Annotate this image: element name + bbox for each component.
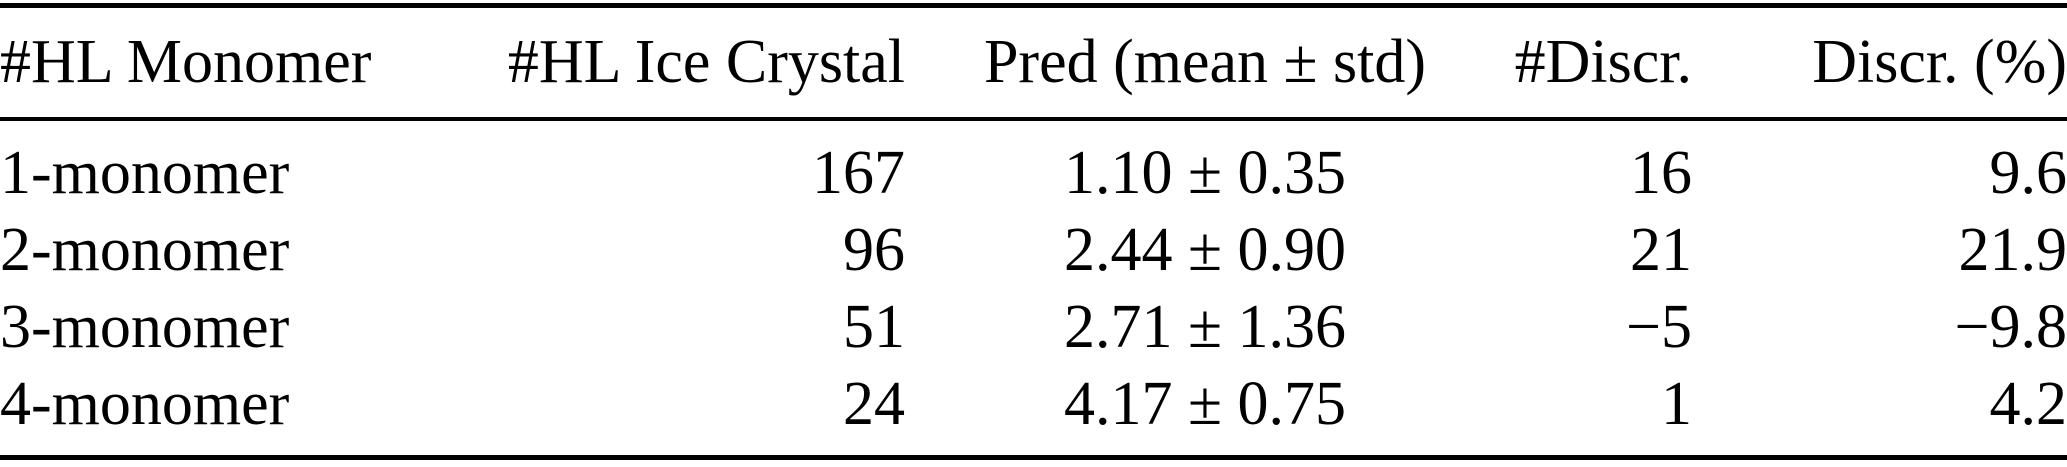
table-cell: 1-monomer bbox=[0, 139, 290, 207]
table-cell: 24 bbox=[843, 370, 905, 438]
table-cell: 9.6 bbox=[1989, 139, 2067, 207]
table-row: 2-monomer 96 2.44 ± 0.90 21 21.9 bbox=[0, 212, 2067, 289]
table-cell: 21 bbox=[1630, 216, 1692, 284]
header-row: #HL Monomer #HL Ice Crystal Pred (mean ± s… bbox=[0, 6, 2067, 119]
table-cell: 4.2 bbox=[1989, 370, 2067, 438]
header-cell: Discr. (%) bbox=[1812, 28, 2067, 96]
table-cell: 3-monomer bbox=[0, 293, 290, 361]
header-cell: #Discr. bbox=[1514, 28, 1692, 96]
table-cell: −9.8 bbox=[1954, 293, 2067, 361]
table-cell: 51 bbox=[843, 293, 905, 361]
table-cell: 16 bbox=[1630, 139, 1692, 207]
table-cell: 1.10 ± 0.35 bbox=[1063, 139, 1347, 207]
table-cell: 4-monomer bbox=[0, 370, 290, 438]
table-cell: 1 bbox=[1661, 370, 1692, 438]
results-table: #HL Monomer #HL Ice Crystal Pred (mean ± s… bbox=[0, 3, 2067, 460]
table-row: 4-monomer 24 4.17 ± 0.75 1 4.2 bbox=[0, 366, 2067, 458]
table-cell: 4.17 ± 0.75 bbox=[1063, 370, 1347, 438]
table-body: 1-monomer 167 1.10 ± 0.35 16 9.6 2-monomer 96 2… bbox=[0, 119, 2067, 458]
header-cell: #HL Monomer bbox=[0, 28, 372, 96]
table-row: 1-monomer 167 1.10 ± 0.35 16 9.6 bbox=[0, 119, 2067, 212]
table-cell: 2.71 ± 1.36 bbox=[1063, 293, 1347, 361]
header-cell: #HL Ice Crystal bbox=[507, 28, 905, 96]
table-cell: −5 bbox=[1626, 293, 1692, 361]
header-cell: Pred (mean ± std) bbox=[983, 28, 1427, 96]
table-row: 3-monomer 51 2.71 ± 1.36 −5 −9.8 bbox=[0, 289, 2067, 366]
table-cell: 167 bbox=[812, 139, 905, 207]
table-cell: 2-monomer bbox=[0, 216, 290, 284]
table-header: #HL Monomer #HL Ice Crystal Pred (mean ± s… bbox=[0, 6, 2067, 119]
table-cell: 2.44 ± 0.90 bbox=[1063, 216, 1347, 284]
table-cell: 21.9 bbox=[1958, 216, 2067, 284]
table-cell: 96 bbox=[843, 216, 905, 284]
